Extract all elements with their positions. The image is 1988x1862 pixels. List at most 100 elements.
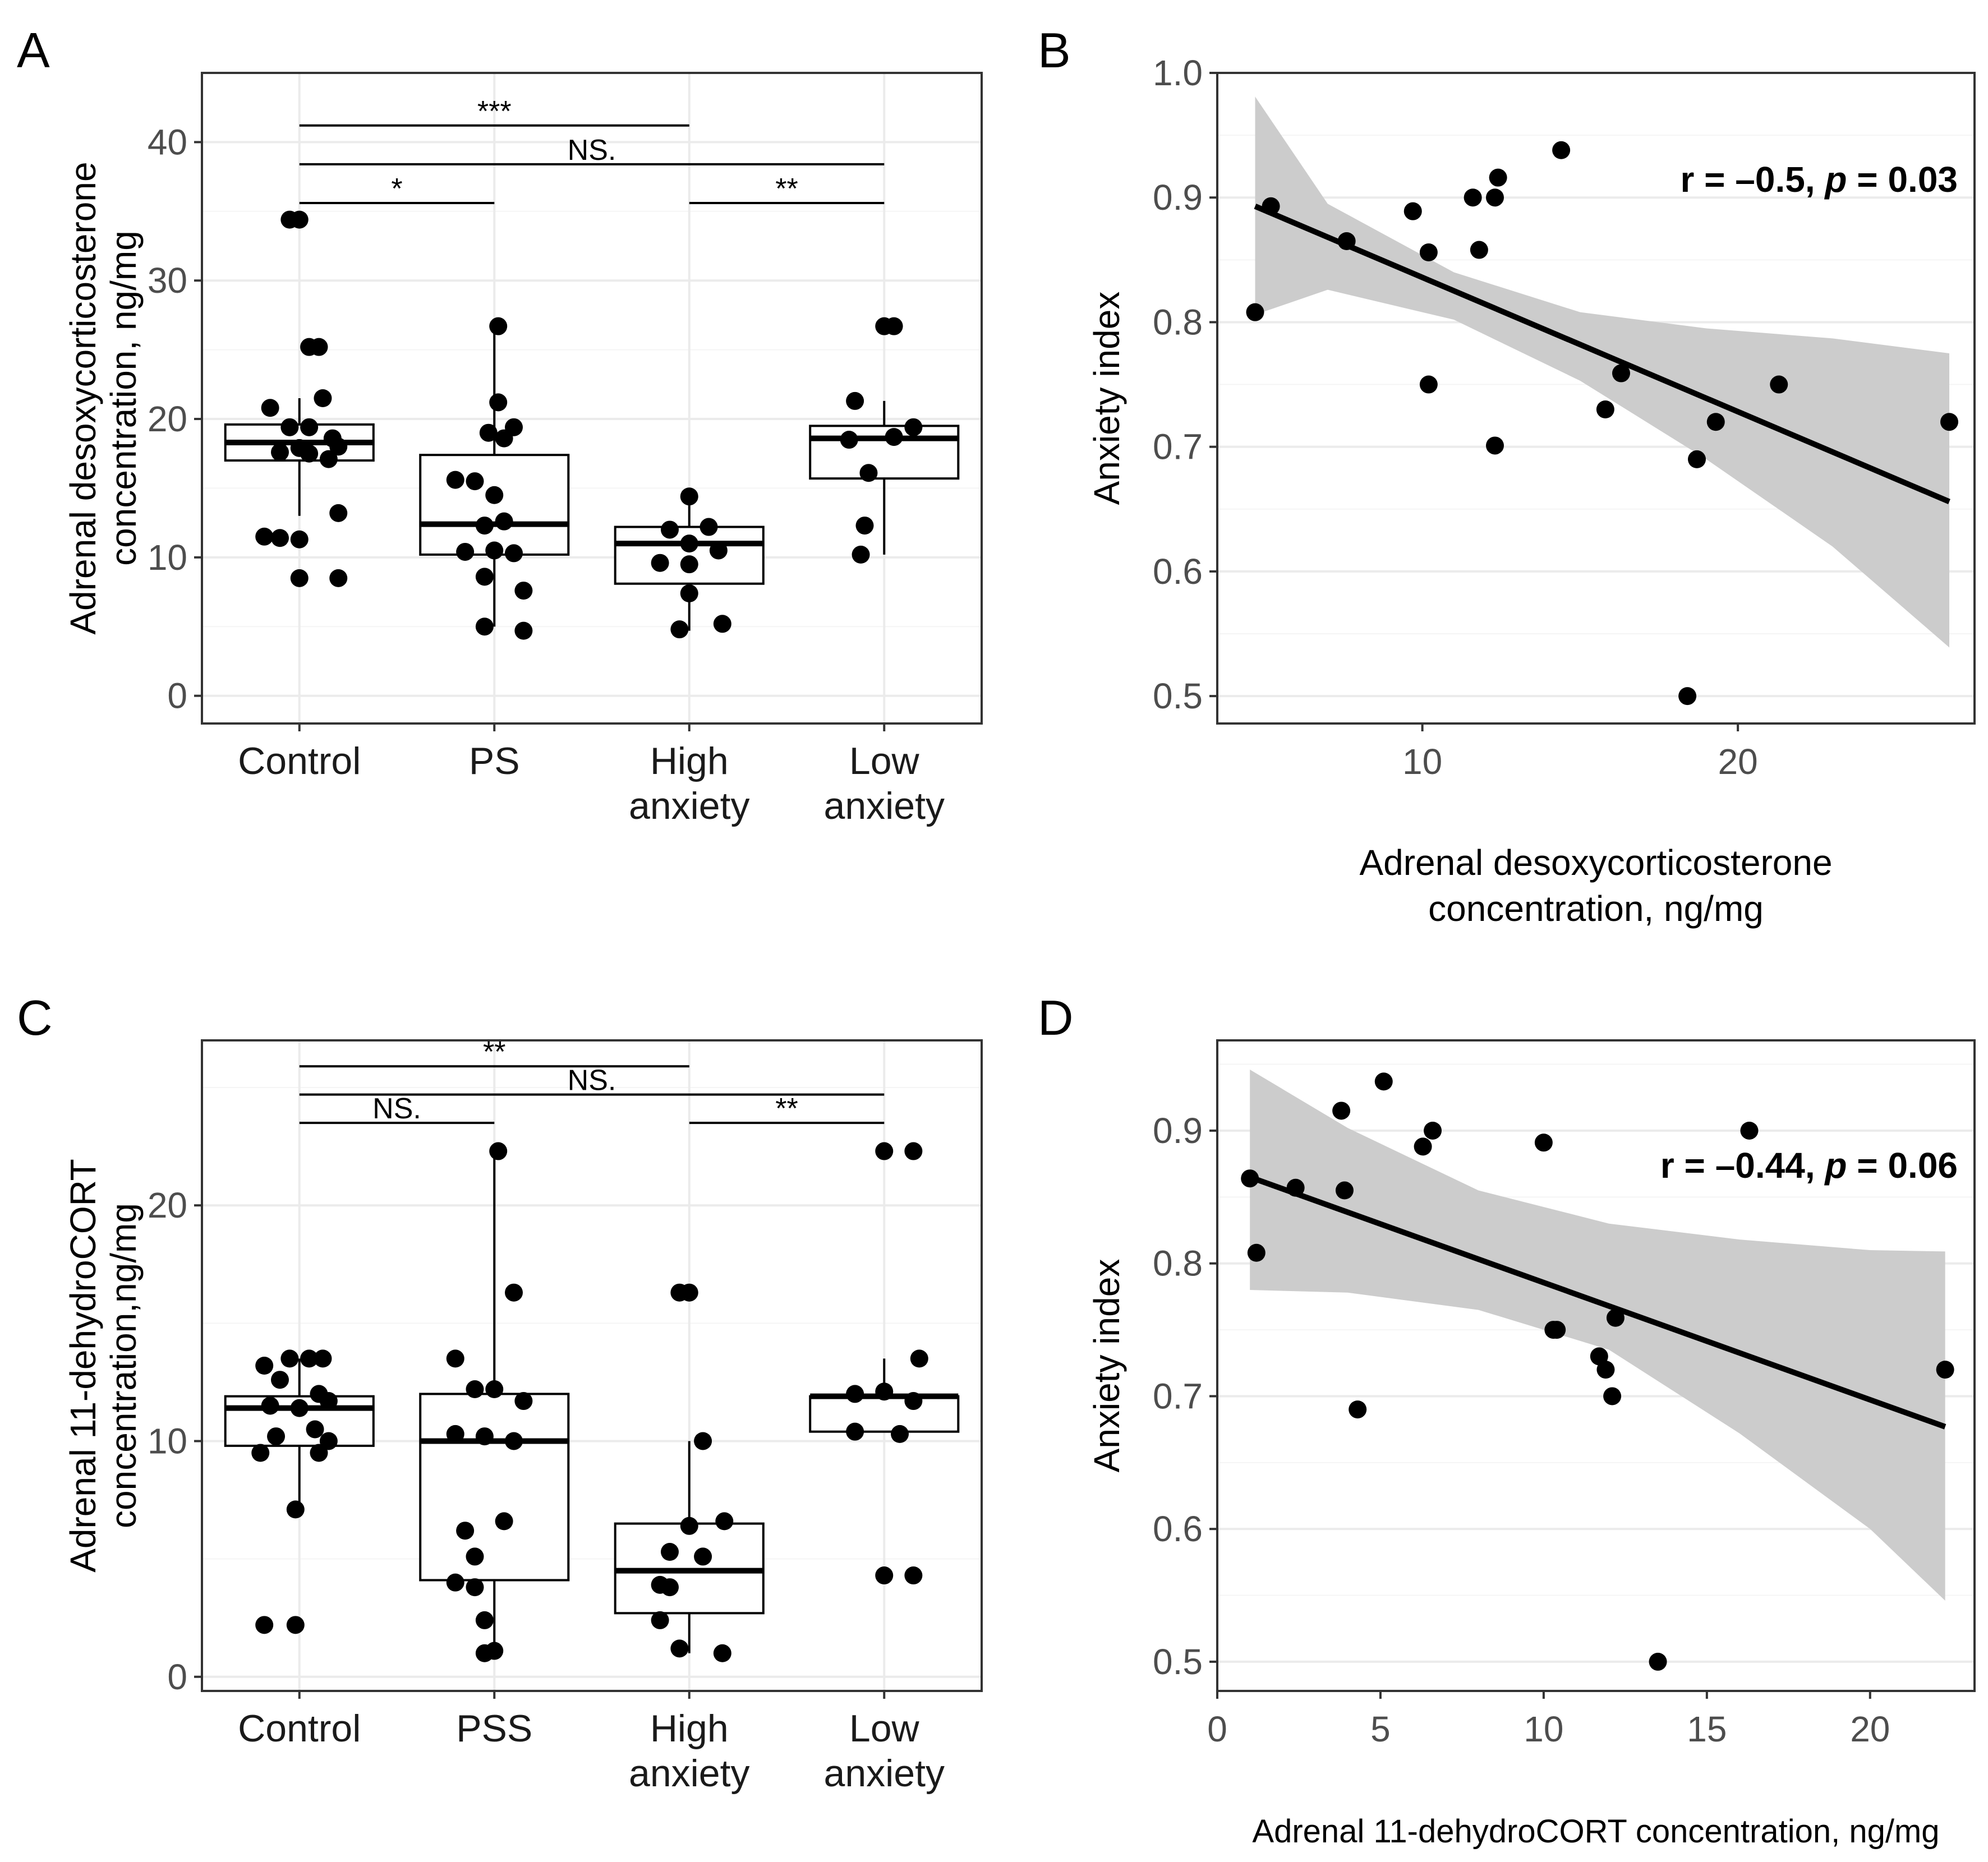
- data-point: [1590, 1347, 1608, 1366]
- correlation-annotation: r = –0.44, p = 0.06: [1660, 1145, 1958, 1186]
- data-point: [904, 1392, 923, 1411]
- data-point: [1332, 1101, 1351, 1120]
- data-point: [670, 1639, 689, 1658]
- y-tick-label: 30: [148, 260, 187, 301]
- y-tick-label: 0.6: [1153, 551, 1203, 592]
- data-point: [329, 569, 348, 587]
- annotation-r: r = –0.5,: [1680, 159, 1825, 200]
- significance-label: ***: [477, 95, 512, 128]
- data-point: [489, 1142, 508, 1160]
- x-axis-title: Adrenal desoxycorticosterone: [1359, 842, 1832, 883]
- data-point: [456, 542, 475, 561]
- x-tick-label: 20: [1850, 1709, 1890, 1749]
- data-point: [290, 1399, 309, 1417]
- x-category-label: anxiety: [824, 1752, 945, 1795]
- plot-frame: [201, 1039, 983, 1692]
- data-point: [475, 1611, 494, 1629]
- confidence-band: [1250, 1070, 1945, 1601]
- data-point: [694, 1547, 712, 1566]
- data-point: [846, 1385, 864, 1403]
- data-point: [709, 541, 728, 560]
- data-point: [514, 582, 533, 600]
- data-point: [1649, 1652, 1667, 1671]
- data-point: [310, 338, 328, 356]
- confidence-band: [1255, 96, 1949, 648]
- data-point: [715, 1512, 734, 1531]
- data-point: [1337, 232, 1356, 250]
- x-category-label: Control: [238, 740, 361, 782]
- data-point: [1403, 202, 1422, 220]
- data-point: [466, 1380, 484, 1399]
- y-tick-label: 0.7: [1153, 427, 1203, 467]
- x-tick-label: 0: [1207, 1709, 1227, 1749]
- data-point: [1603, 1387, 1622, 1405]
- plot-frame: [1216, 72, 1976, 725]
- x-category-label: Control: [238, 1707, 361, 1750]
- data-point: [479, 423, 498, 442]
- y-tick-label: 0.6: [1153, 1509, 1203, 1549]
- y-tick-label: 20: [148, 399, 187, 439]
- x-category-label: anxiety: [629, 1752, 749, 1795]
- panel-letter: D: [1038, 990, 1074, 1045]
- data-point: [846, 391, 864, 410]
- x-tick-label: 5: [1370, 1709, 1391, 1749]
- y-axis-title: Adrenal 11-dehydroCORT concentration,ng/m…: [63, 1159, 144, 1573]
- data-point: [251, 1444, 270, 1462]
- significance-label: *: [391, 173, 402, 205]
- data-point: [1424, 1121, 1442, 1140]
- y-tick-label: 1.0: [1153, 53, 1203, 93]
- data-point: [314, 389, 332, 407]
- data-point: [891, 1425, 909, 1443]
- data-point: [255, 1357, 274, 1375]
- data-point: [1740, 1121, 1759, 1140]
- data-point: [466, 472, 484, 491]
- data-point: [651, 554, 669, 572]
- significance-label: NS.: [372, 1093, 421, 1125]
- data-point: [1419, 375, 1438, 394]
- significance-label: **: [775, 1093, 798, 1125]
- data-point: [885, 428, 903, 446]
- data-point: [485, 1380, 504, 1399]
- y-axis-title: Adrenal desoxycorticosterone concentratio…: [63, 162, 144, 634]
- y-tick-label: 0.7: [1153, 1376, 1203, 1416]
- y-axis-title-line: Anxiety index: [1087, 292, 1127, 505]
- annotation-p-label: p: [1824, 1145, 1847, 1186]
- data-point: [1534, 1133, 1553, 1152]
- data-point: [1596, 1361, 1615, 1379]
- y-tick-label: 0: [167, 676, 187, 716]
- data-point: [300, 1349, 319, 1368]
- annotation-p-label: p: [1824, 159, 1847, 200]
- data-point: [290, 569, 309, 587]
- data-point: [1470, 241, 1488, 259]
- data-point: [1286, 1178, 1305, 1197]
- data-point: [680, 1517, 698, 1535]
- data-point: [1419, 243, 1438, 261]
- panel-letter: C: [17, 990, 53, 1045]
- data-point: [300, 444, 319, 463]
- data-point: [1940, 413, 1958, 431]
- y-tick-label: 0.8: [1153, 302, 1203, 342]
- x-tick-label: 10: [1524, 1709, 1563, 1749]
- data-point: [456, 1522, 475, 1540]
- x-tick-label: 20: [1718, 741, 1758, 782]
- y-axis-title-line: concentration, ng/mg: [103, 231, 144, 566]
- data-point: [290, 530, 309, 549]
- data-point: [1349, 1400, 1367, 1419]
- data-point: [485, 1642, 504, 1660]
- x-category-label: High: [650, 1707, 729, 1750]
- data-point: [255, 1616, 274, 1634]
- data-point: [505, 1432, 523, 1450]
- data-point: [1374, 1072, 1393, 1091]
- plot-frame: [201, 72, 983, 725]
- data-point: [485, 486, 504, 504]
- data-point: [475, 1427, 494, 1446]
- panel-d: 0.5 0.6 0.7 0.8 0.9 0 5 10 15 20 Adrenal 11-dehydr…: [1038, 990, 1976, 1850]
- data-point: [1247, 1243, 1265, 1262]
- significance-label: NS.: [568, 1064, 616, 1097]
- regression-line: [1249, 1174, 1946, 1430]
- data-point: [904, 418, 923, 436]
- plot-frame: [1216, 1039, 1976, 1692]
- x-category-label: PSS: [456, 1707, 532, 1750]
